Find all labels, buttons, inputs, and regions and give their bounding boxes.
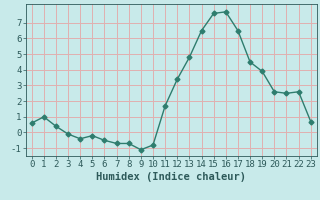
X-axis label: Humidex (Indice chaleur): Humidex (Indice chaleur): [96, 172, 246, 182]
